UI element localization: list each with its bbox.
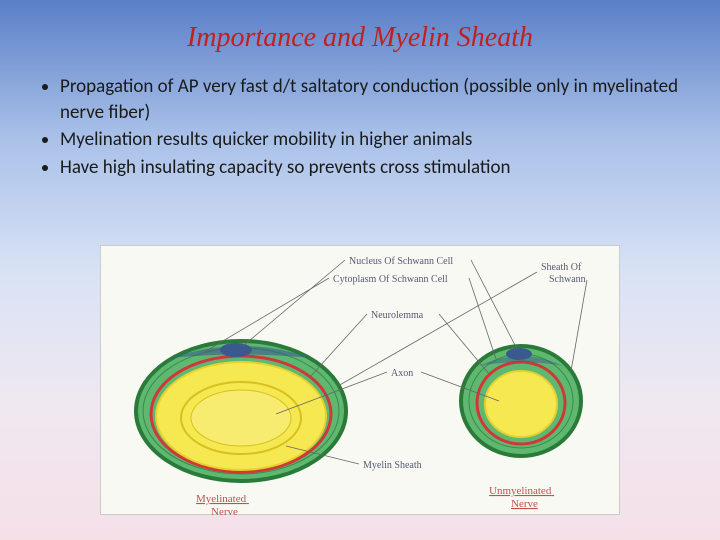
- label-nucleus: Nucleus Of Schwann Cell: [349, 256, 453, 267]
- label-neurolemma: Neurolemma: [371, 310, 424, 321]
- caption-myelinated: Myelinated Nerve: [196, 493, 249, 516]
- bullet-item: Myelination results quicker mobility in …: [60, 127, 690, 153]
- caption-unmyelinated: Unmyelinated Nerve: [489, 485, 554, 510]
- bullet-item: Propagation of AP very fast d/t saltator…: [60, 74, 690, 125]
- label-myelin: Myelin Sheath: [363, 460, 422, 471]
- bullet-item: Have high insulating capacity so prevent…: [60, 155, 690, 181]
- label-sheath: Sheath Of Schwann: [541, 262, 586, 285]
- bullet-list: Propagation of AP very fast d/t saltator…: [0, 74, 720, 181]
- label-cytoplasm: Cytoplasm Of Schwann Cell: [333, 274, 448, 285]
- myelinated-cell: [136, 341, 346, 481]
- nerve-diagram: Nucleus Of Schwann Cell Cytoplasm Of Sch…: [100, 245, 620, 515]
- label-axon: Axon: [391, 368, 413, 379]
- diagram-svg: Nucleus Of Schwann Cell Cytoplasm Of Sch…: [101, 246, 621, 516]
- slide-title: Importance and Myelin Sheath: [0, 0, 720, 74]
